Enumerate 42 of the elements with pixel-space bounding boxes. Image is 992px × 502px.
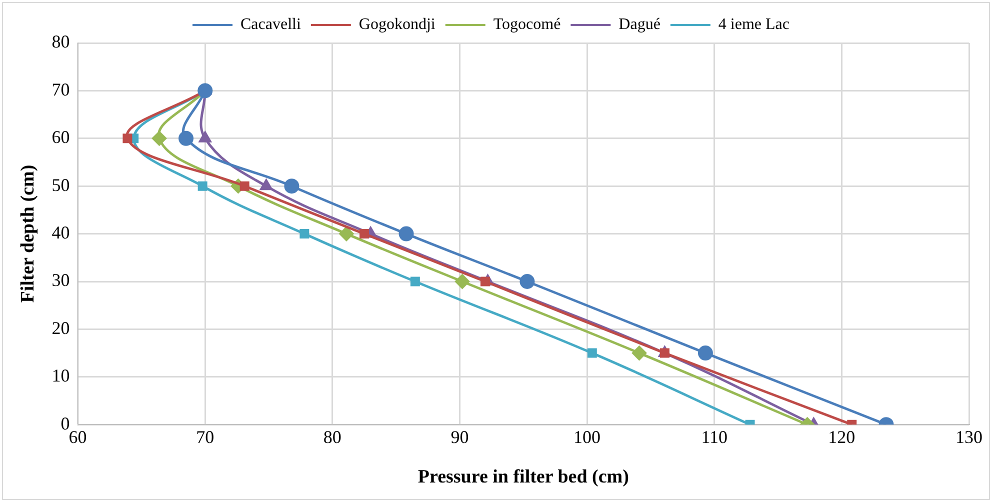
point: [660, 348, 670, 358]
x-tick-label: 80: [323, 427, 342, 448]
point: [480, 276, 490, 286]
point: [284, 178, 300, 194]
x-tick-label: 90: [450, 427, 469, 448]
legend-label: Cacavelli: [240, 16, 302, 34]
point: [338, 226, 354, 242]
legend-label: Gogokondji: [358, 16, 436, 34]
y-tick-label: 0: [60, 413, 70, 434]
point: [398, 226, 414, 242]
y-axis-title: Filter depth (cm): [17, 164, 38, 303]
y-tick-label: 40: [52, 222, 70, 243]
legend-label: 4 ieme Lac: [718, 16, 790, 34]
point: [410, 276, 420, 286]
point: [454, 274, 470, 289]
y-tick-label: 60: [52, 127, 70, 148]
y-tick-label: 50: [52, 174, 70, 195]
point: [587, 348, 597, 358]
y-tick-label: 70: [52, 79, 70, 100]
x-tick-label: 110: [701, 427, 728, 448]
point: [152, 130, 167, 146]
point: [698, 346, 713, 361]
x-tick-label: 60: [68, 427, 87, 448]
point: [122, 134, 132, 144]
x-tick-label: 100: [574, 427, 601, 448]
y-tick-label: 30: [52, 270, 70, 290]
x-tick-label: 130: [956, 427, 982, 448]
point: [520, 274, 535, 289]
point: [198, 181, 208, 191]
point: [300, 229, 310, 239]
point: [632, 346, 647, 361]
point: [178, 130, 194, 146]
y-tick-label: 10: [52, 366, 70, 386]
y-tick-label: 80: [52, 32, 70, 52]
y-tick-label: 20: [52, 318, 70, 338]
legend-label: Togocomé: [493, 16, 561, 34]
point: [360, 229, 369, 239]
x-tick-label: 120: [828, 427, 856, 448]
point: [240, 181, 250, 191]
legend-label: Dagué: [618, 16, 660, 34]
x-axis-title: Pressure in filter bed (cm): [418, 466, 629, 488]
x-tick-label: 70: [196, 427, 214, 448]
